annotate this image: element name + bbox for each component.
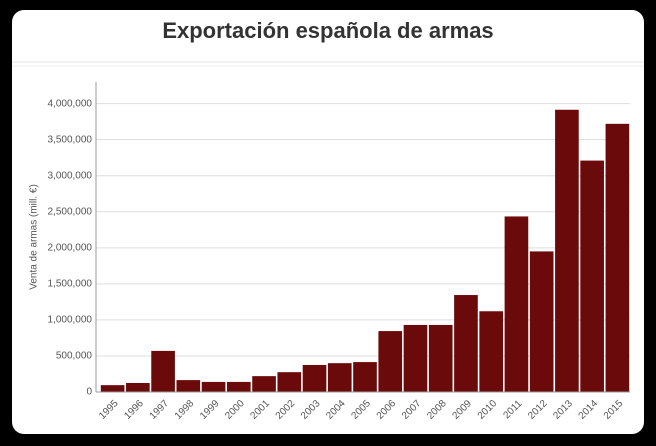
x-tick-label: 2012: [526, 398, 550, 422]
bar: [605, 123, 630, 392]
y-tick-label: 3,500,000: [48, 134, 93, 145]
x-tick-label: 2015: [602, 398, 626, 422]
bar: [403, 324, 428, 392]
x-tick-label: 1996: [122, 398, 146, 422]
y-axis-label: Venta de armas (mill. €): [29, 184, 40, 290]
bar: [504, 216, 529, 392]
bar: [126, 382, 150, 392]
y-tick-label: 0: [86, 387, 92, 398]
x-tick-label: 2009: [450, 398, 474, 422]
x-tick-label: 2014: [577, 398, 601, 422]
x-tick-label: 1999: [198, 398, 222, 422]
bar: [100, 385, 125, 392]
y-tick-label: 2,000,000: [48, 242, 93, 253]
x-tick-label: 1998: [173, 398, 197, 422]
y-tick-label: 4,000,000: [48, 98, 93, 109]
x-tick-label: 2007: [400, 398, 424, 422]
bar: [580, 160, 604, 392]
x-tick-label: 1995: [97, 398, 121, 422]
bar: [201, 381, 226, 392]
x-tick-label: 2003: [299, 398, 323, 422]
y-tick-label: 500,000: [56, 351, 93, 362]
x-tick-label: 2010: [476, 398, 500, 422]
bar: [277, 372, 302, 392]
bar: [302, 364, 327, 392]
x-tick-label: 2004: [324, 398, 348, 422]
x-tick-label: 2008: [425, 398, 449, 422]
y-tick-label: 3,000,000: [48, 170, 93, 181]
x-tick-label: 2011: [501, 398, 524, 421]
y-tick-label: 2,500,000: [48, 206, 93, 217]
y-tick-label: 1,000,000: [48, 315, 93, 326]
x-tick-label: 2006: [375, 398, 399, 422]
bar: [378, 331, 403, 392]
bar: [176, 380, 201, 392]
x-tick-label: 2013: [551, 398, 575, 422]
x-tick-label: 1997: [148, 398, 172, 422]
bar: [327, 363, 352, 392]
y-tick-label: 1,500,000: [48, 279, 93, 290]
x-tick-label: 2000: [223, 398, 247, 422]
bar: [555, 109, 579, 393]
bar: [353, 362, 377, 392]
bar: [226, 381, 251, 392]
chart-title: Exportación española de armas: [162, 18, 493, 43]
bar: [529, 251, 554, 392]
bar: [151, 350, 175, 392]
bar: [479, 311, 504, 392]
bar: [428, 324, 453, 392]
x-tick-label: 2005: [349, 398, 373, 422]
bar: [252, 376, 276, 392]
x-tick-label: 2001: [249, 398, 273, 422]
bar: [454, 295, 478, 392]
x-tick-label: 2002: [274, 398, 298, 422]
